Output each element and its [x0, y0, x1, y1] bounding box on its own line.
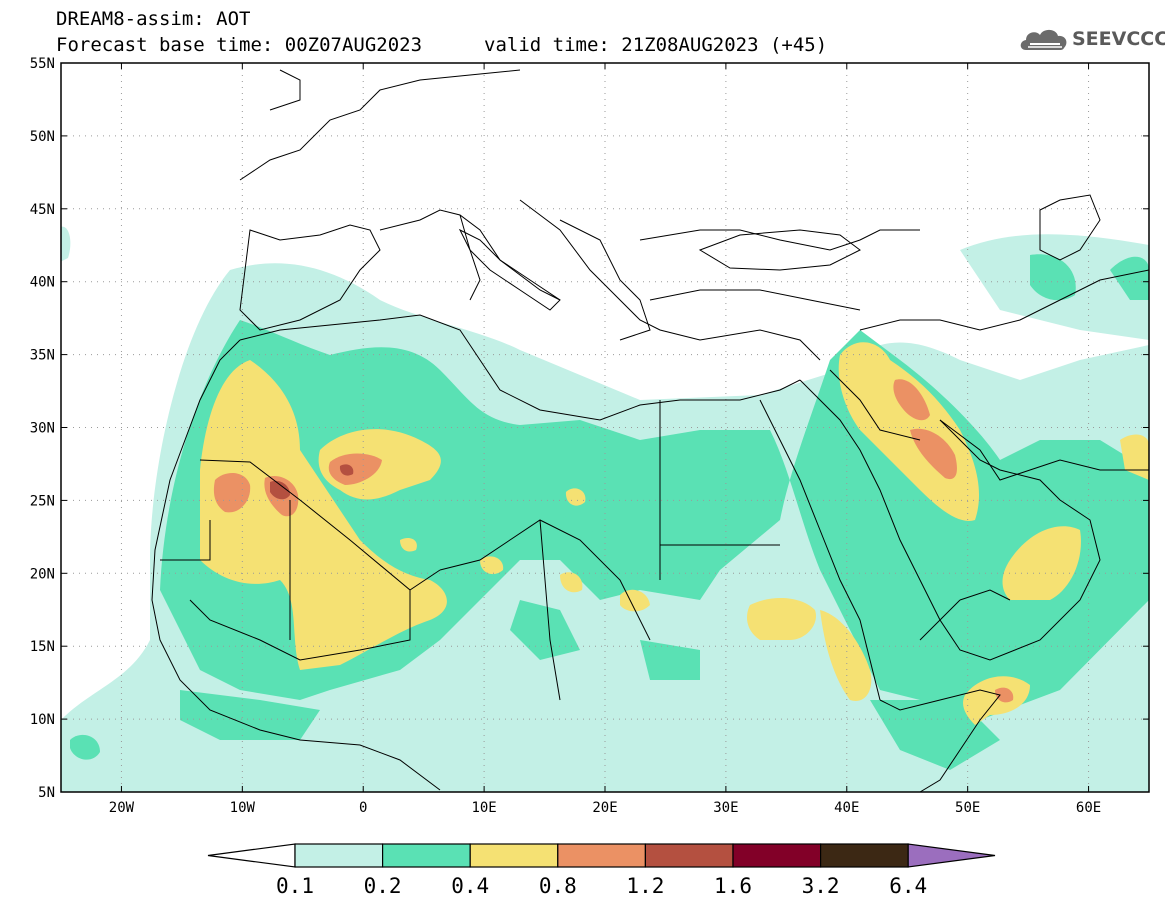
- colorbar-swatch: [469, 843, 559, 868]
- colorbar-label: 6.4: [889, 874, 927, 898]
- coastlines: [151, 69, 1149, 792]
- colorbar-label: 3.2: [802, 874, 840, 898]
- colorbar-swatch: [732, 843, 822, 868]
- lat-tick-label: 20N: [30, 566, 55, 582]
- colorbar: [207, 843, 996, 868]
- colorbar-swatch: [819, 843, 909, 868]
- colorbar-label: 1.2: [626, 874, 664, 898]
- lon-tick-label: 0: [359, 800, 367, 816]
- forecast-times: Forecast base time: 00Z07AUG2023 valid ti…: [56, 34, 827, 56]
- colorbar-label: 0.2: [364, 874, 402, 898]
- lon-tick-label: 20W: [109, 800, 135, 816]
- colorbar-label: 0.1: [276, 874, 314, 898]
- lat-tick-label: 30N: [30, 421, 55, 437]
- logo-text: SEEVCCC: [1072, 28, 1165, 50]
- colorbar-labels: 0.1 0.2 0.4 0.8 1.2 1.6 3.2 6.4: [276, 874, 927, 898]
- map-title: DREAM8-assim: AOT: [56, 8, 251, 30]
- colorbar-label: 0.8: [539, 874, 577, 898]
- lat-tick-label: 40N: [30, 275, 55, 291]
- colorbar-swatch: [382, 843, 471, 868]
- longitude-labels: 20W 10W 0 10E 20E 30E 40E 50E 60E: [109, 800, 1101, 816]
- aot-band-1.2-1.6: [270, 464, 354, 500]
- lat-tick-label: 25N: [30, 493, 55, 509]
- lon-tick-label: 50E: [955, 800, 980, 816]
- lon-tick-label: 30E: [713, 800, 738, 816]
- lat-tick-label: 55N: [30, 56, 55, 72]
- lat-tick-label: 35N: [30, 348, 55, 364]
- lat-tick-label: 50N: [30, 129, 55, 145]
- lat-tick-label: 5N: [38, 785, 55, 801]
- colorbar-label: 0.4: [451, 874, 489, 898]
- graticule: [61, 63, 1149, 792]
- lon-tick-label: 10E: [471, 800, 496, 816]
- lon-tick-label: 20E: [592, 800, 617, 816]
- cloud-logo-icon: [1020, 29, 1067, 50]
- axis-ticks: [61, 62, 1149, 793]
- map-plot: [61, 63, 1149, 792]
- lat-tick-label: 15N: [30, 639, 55, 655]
- lon-tick-label: 40E: [834, 800, 859, 816]
- colorbar-min-arrow: [207, 843, 296, 868]
- colorbar-swatch: [294, 843, 384, 868]
- latitude-labels: 55N 50N 45N 40N 35N 30N 25N 20N 15N 10N 5N: [30, 56, 55, 801]
- seevccc-logo: SEEVCCC: [1018, 24, 1165, 56]
- colorbar-swatch: [644, 843, 734, 868]
- base-time: Forecast base time: 00Z07AUG2023: [56, 34, 423, 56]
- valid-time: valid time: 21Z08AUG2023 (+45): [484, 34, 828, 56]
- lat-tick-label: 45N: [30, 202, 55, 218]
- lon-tick-label: 10W: [230, 800, 256, 816]
- lat-tick-label: 10N: [30, 712, 55, 728]
- colorbar-label: 1.6: [714, 874, 752, 898]
- lon-tick-label: 60E: [1076, 800, 1101, 816]
- colorbar-swatch: [557, 843, 646, 868]
- colorbar-max-arrow: [907, 843, 996, 868]
